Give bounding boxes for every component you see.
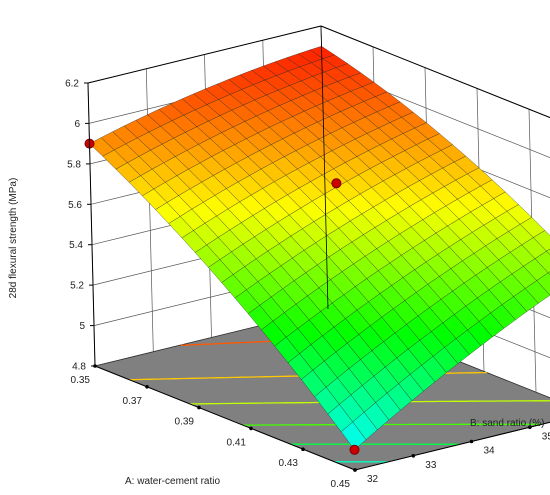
x-tick-label: 0.37 bbox=[123, 396, 143, 407]
z-tick-label: 6.2 bbox=[65, 79, 79, 90]
y-tick-label: 32 bbox=[367, 474, 379, 485]
y-tick-mark bbox=[411, 454, 416, 458]
z-tick-label: 5.4 bbox=[69, 240, 83, 251]
y-tick-mark bbox=[528, 425, 532, 430]
x-tick-label: 0.45 bbox=[331, 479, 351, 490]
x-tick-mark bbox=[249, 426, 253, 431]
x-tick-mark bbox=[145, 385, 149, 389]
design-point bbox=[331, 178, 342, 189]
x-tick-label: 0.43 bbox=[279, 458, 299, 469]
y-axis-title: B: sand ratio (%) bbox=[470, 418, 544, 429]
z-axis-line bbox=[87, 82, 96, 367]
y-tick-label: 33 bbox=[425, 460, 437, 471]
z-tick-label: 4.8 bbox=[72, 362, 86, 373]
z-tick-label: 5 bbox=[79, 321, 85, 332]
x-tick-labels: 0.35 0.37 0.39 0.41 0.43 0.45 bbox=[71, 364, 357, 490]
z-tick-label: 5.6 bbox=[68, 200, 82, 211]
box-edge bbox=[320, 25, 550, 119]
grid-line bbox=[145, 68, 154, 352]
response-surface bbox=[89, 45, 550, 451]
y-tick-mark bbox=[353, 468, 357, 472]
x-axis-title: A: water-cement ratio bbox=[125, 476, 220, 487]
z-tick-label: 5.8 bbox=[67, 159, 81, 170]
box-edge bbox=[87, 25, 322, 84]
y-tick-labels: 3233343536 bbox=[353, 425, 550, 485]
z-tick-label: 5.2 bbox=[70, 281, 84, 292]
x-tick-label: 0.39 bbox=[175, 417, 195, 428]
x-tick-mark bbox=[197, 405, 201, 410]
y-tick-label: 34 bbox=[484, 446, 496, 457]
design-point bbox=[349, 444, 360, 455]
z-tick-label: 6 bbox=[74, 119, 80, 130]
x-axis-line bbox=[94, 365, 356, 471]
x-tick-label: 0.35 bbox=[71, 375, 91, 386]
contour-line bbox=[242, 423, 542, 426]
box-edge bbox=[320, 25, 329, 310]
axes bbox=[87, 25, 550, 471]
x-tick-mark bbox=[301, 447, 305, 452]
z-tick-labels: 4.8 5 5.2 5.4 5.6 5.8 6 6.2 bbox=[65, 79, 95, 373]
y-tick-mark bbox=[469, 439, 474, 444]
x-tick-label: 0.41 bbox=[227, 437, 247, 448]
y-tick-label: 35 bbox=[542, 431, 550, 442]
surface-patch bbox=[340, 421, 367, 451]
surface-patch bbox=[546, 248, 550, 256]
z-axis-title: 28d flexural strength (MPa) bbox=[8, 178, 19, 299]
